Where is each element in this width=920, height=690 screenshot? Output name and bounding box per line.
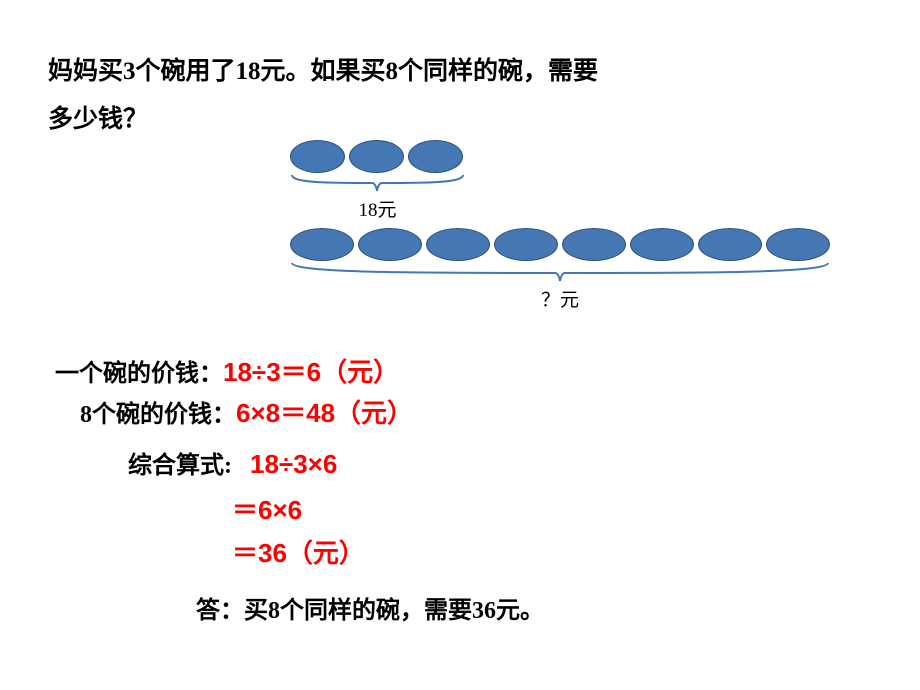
oval-icon [494,228,558,261]
brace-label-2: ？元 [290,285,830,312]
combined-label-row: 综合算式: 18÷3×6 [128,445,337,480]
brace-label-1: 18元 [290,195,465,222]
step-2: 8个碗的价钱： 6×8＝48（元） [80,393,413,430]
combined-line-1: 18÷3×6 [250,449,337,480]
step-2-expr: 6×8＝48（元） [236,393,413,430]
oval-icon [290,228,354,261]
step-2-label: 8个碗的价钱： [80,394,236,429]
oval-row-8 [290,228,830,261]
oval-icon [630,228,694,261]
oval-row-3 [290,140,465,173]
combined-line-2: ＝6×6 [232,490,302,527]
diagram-row-2: ？元 [290,228,830,312]
oval-icon [562,228,626,261]
brace-icon [290,261,830,283]
diagram-row-1: 18元 [290,140,465,222]
step-1-expr: 18÷3＝6（元） [223,352,399,389]
question-line1: 妈妈买3个碗用了18元。如果买8个同样的碗，需要 [48,58,598,85]
oval-icon [349,140,404,173]
oval-icon [426,228,490,261]
oval-icon [408,140,463,173]
oval-icon [766,228,830,261]
question-line2: 多少钱？ [48,106,148,133]
step-1: 一个碗的价钱： 18÷3＝6（元） [55,352,399,389]
question-text: 妈妈买3个碗用了18元。如果买8个同样的碗，需要 多少钱？ [48,48,878,143]
combined-line-2-row: ＝6×6 [232,490,302,527]
step-1-label: 一个碗的价钱： [55,353,223,388]
oval-icon [698,228,762,261]
oval-icon [358,228,422,261]
combined-label: 综合算式: [128,445,232,480]
brace-icon [290,173,465,193]
answer-text: 答：买8个同样的碗，需要36元。 [196,590,544,625]
combined-line-3: ＝36（元） [232,533,365,570]
combined-line-3-row: ＝36（元） [232,533,365,570]
oval-icon [290,140,345,173]
